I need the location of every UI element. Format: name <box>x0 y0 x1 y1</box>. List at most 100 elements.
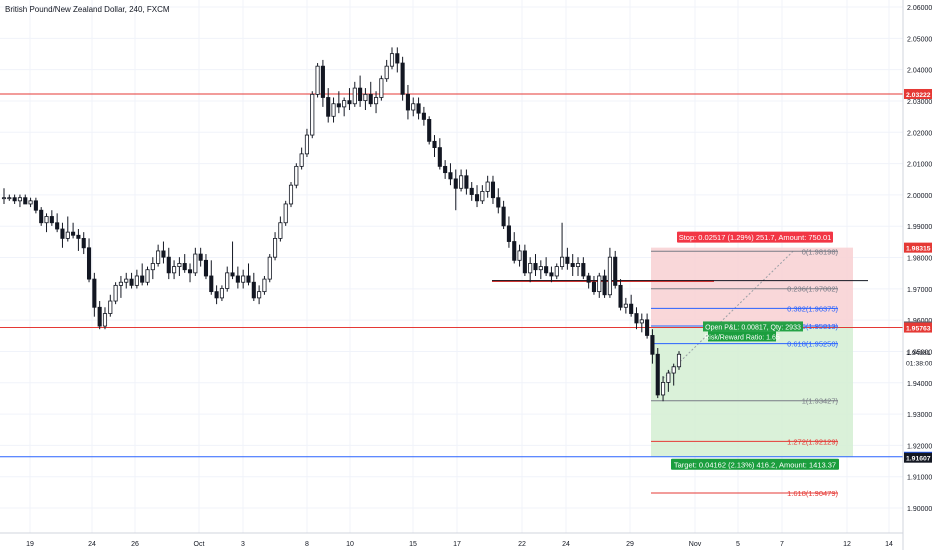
open-pnl-box <box>703 321 803 332</box>
candle-bullish <box>315 65 320 95</box>
candle-bullish <box>7 197 12 200</box>
y-tick-label: 1.91000 <box>907 475 932 482</box>
candle-bearish <box>549 272 554 277</box>
candle-bearish <box>443 165 448 174</box>
price-axis-label: 1.94981 <box>906 350 931 357</box>
candle-bullish <box>288 184 294 205</box>
candle-bearish <box>182 263 187 271</box>
candle-bearish <box>39 209 44 224</box>
fib-level-label: 1.618(1.90479) <box>787 489 838 498</box>
y-tick-label: 2.00000 <box>907 193 932 200</box>
candle-bearish <box>60 228 65 239</box>
candle-bearish <box>251 281 256 299</box>
price-axis-label: 1.91607 <box>906 456 931 463</box>
candle-bearish <box>97 306 102 327</box>
y-tick-label: 1.97000 <box>907 287 932 294</box>
open-pnl-text: Open P&L: 0.00817, Qty: 2933 <box>705 324 801 331</box>
candle-bearish <box>214 291 219 299</box>
y-tick-label: 2.05000 <box>907 36 932 43</box>
candle-bullish <box>283 203 288 224</box>
candle-bearish <box>405 93 410 111</box>
x-tick-label: Oct <box>194 541 205 548</box>
candle-bullish <box>676 353 682 368</box>
candle-bearish <box>81 237 86 249</box>
candle-bearish <box>613 256 618 286</box>
candle-bearish <box>320 65 325 98</box>
candle-bearish <box>586 275 591 283</box>
candle-bearish <box>650 335 655 355</box>
candle-bullish <box>172 266 177 274</box>
candle-bullish <box>671 366 676 374</box>
x-tick-label: 24 <box>88 541 96 548</box>
candle-bullish <box>342 100 347 108</box>
candle-bearish <box>602 275 607 296</box>
candle-bearish <box>416 103 421 114</box>
candle-bearish <box>512 241 517 261</box>
candle-bearish <box>464 175 469 189</box>
y-tick-label: 2.03000 <box>907 99 932 106</box>
candle-bullish <box>661 382 666 396</box>
fib-level-label: 0.382(1.96375) <box>787 304 838 313</box>
candle-bullish <box>607 256 612 296</box>
candle-bullish <box>528 263 533 274</box>
candle-bearish <box>336 103 341 108</box>
candle-bullish <box>225 272 230 289</box>
candle-bearish <box>496 197 501 208</box>
x-tick-label: 15 <box>409 541 417 548</box>
stop-label-box <box>677 231 833 243</box>
candle-bearish <box>533 263 538 271</box>
candle-bullish <box>560 256 565 267</box>
price-axis-label: 1.95763 <box>906 326 931 333</box>
candle-bearish <box>453 178 458 189</box>
candle-bearish <box>161 250 166 258</box>
candle-bullish <box>113 284 118 302</box>
x-tick-label: 5 <box>736 541 740 548</box>
candle-bearish <box>400 62 405 95</box>
candle-bullish <box>459 175 464 189</box>
price-axis-label: 01:38:00 <box>906 360 932 367</box>
candle-bullish <box>538 266 543 271</box>
x-tick-label: 7 <box>780 541 784 548</box>
fib-level-label: 0(1.98198) <box>802 247 839 256</box>
candle-bullish <box>554 266 559 277</box>
candle-bearish <box>230 272 235 277</box>
candle-bullish <box>262 278 267 293</box>
x-tick-label: 22 <box>518 541 526 548</box>
candle-bearish <box>71 231 76 236</box>
candle-bearish <box>49 216 54 224</box>
rr-ratio-text: Risk/Reward Ratio: 1.65 <box>704 334 780 341</box>
candle-bearish <box>246 275 251 283</box>
candle-bullish <box>193 253 198 274</box>
x-tick-label: 19 <box>26 541 34 548</box>
candle-bearish <box>570 263 575 267</box>
candle-bearish <box>76 234 81 239</box>
candle-bullish <box>156 250 161 264</box>
candle-bullish <box>299 153 304 167</box>
y-tick-label: 1.92000 <box>907 443 932 450</box>
candle-bullish <box>304 134 310 155</box>
candle-bullish <box>384 65 389 80</box>
candle-bearish <box>522 250 527 274</box>
candle-bullish <box>145 269 150 283</box>
candle-bearish <box>326 97 331 117</box>
rr-ratio-box <box>708 331 776 342</box>
candle-bearish <box>12 197 17 202</box>
candle-bullish <box>102 313 108 327</box>
candle-bearish <box>427 119 432 142</box>
y-tick-label: 2.06000 <box>907 5 932 12</box>
candle-bearish <box>187 269 193 274</box>
y-tick-label: 1.94000 <box>907 381 932 388</box>
candle-bullish <box>278 222 283 239</box>
candle-bullish <box>373 97 379 105</box>
x-tick-label: 24 <box>562 541 570 548</box>
candle-bearish <box>358 87 363 102</box>
candle-bearish <box>437 147 442 167</box>
candle-bullish <box>411 103 416 111</box>
candle-bearish <box>368 93 373 105</box>
candle-bearish <box>634 313 639 324</box>
candle-bullish <box>623 303 628 308</box>
y-tick-label: 2.02000 <box>907 130 932 137</box>
